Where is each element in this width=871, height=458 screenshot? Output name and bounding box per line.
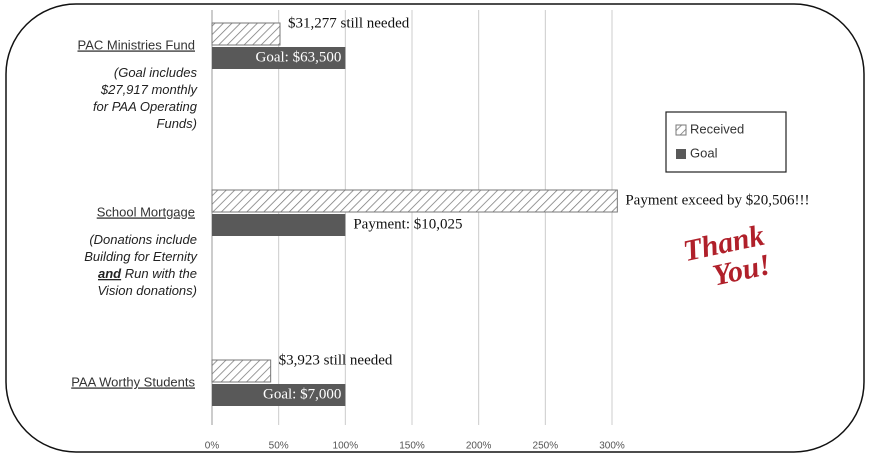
legend-label: Goal bbox=[690, 145, 718, 160]
bar bbox=[212, 190, 617, 212]
x-tick-label: 100% bbox=[333, 441, 359, 452]
x-tick-label: 150% bbox=[399, 441, 425, 452]
category-note: for PAA Operating bbox=[93, 99, 198, 114]
x-tick-label: 200% bbox=[466, 441, 492, 452]
bar-annotation: Payment: $10,025 bbox=[353, 216, 462, 232]
bar-annotation: Goal: $63,500 bbox=[256, 49, 342, 65]
x-tick-label: 250% bbox=[533, 441, 559, 452]
note-text: $27,917 monthly bbox=[100, 82, 199, 97]
category-label: PAC Ministries Fund bbox=[77, 37, 195, 52]
category-label: PAA Worthy Students bbox=[71, 374, 195, 389]
note-text: (Donations include bbox=[89, 232, 197, 247]
category-note: $27,917 monthly bbox=[100, 82, 199, 97]
legend-swatch bbox=[676, 125, 686, 135]
x-tick-label: 0% bbox=[205, 441, 220, 452]
note-text: Funds) bbox=[157, 116, 197, 131]
category-note: and Run with the bbox=[98, 266, 197, 281]
legend-swatch bbox=[676, 149, 686, 159]
bar-annotation: $31,277 still needed bbox=[288, 15, 410, 31]
note-text: and bbox=[98, 266, 122, 281]
category-note: (Goal includes bbox=[114, 65, 198, 80]
note-text: Building for Eternity bbox=[84, 249, 198, 264]
bar bbox=[212, 214, 345, 236]
legend-label: Received bbox=[690, 121, 744, 136]
bar-annotation: Goal: $7,000 bbox=[263, 386, 341, 402]
x-tick-label: 50% bbox=[269, 441, 289, 452]
category-note: Building for Eternity bbox=[84, 249, 198, 264]
bar bbox=[212, 23, 280, 45]
category-note: Funds) bbox=[157, 116, 197, 131]
bar-annotation: Payment exceed by $20,506!!! bbox=[625, 192, 809, 208]
bar-annotation: $3,923 still needed bbox=[279, 352, 393, 368]
category-label: School Mortgage bbox=[97, 204, 195, 219]
category-note: Vision donations) bbox=[98, 283, 198, 298]
bar bbox=[212, 360, 271, 382]
chart: 0% 50% 100% 150% 200% 250% 300% PAC Ministries … bbox=[0, 0, 871, 458]
note-text: Vision donations) bbox=[98, 283, 198, 298]
note-text: for PAA Operating bbox=[93, 99, 198, 114]
note-text: (Goal includes bbox=[114, 65, 198, 80]
x-tick-label: 300% bbox=[599, 441, 625, 452]
note-text: Run with the bbox=[121, 266, 197, 281]
category-note: (Donations include bbox=[89, 232, 197, 247]
